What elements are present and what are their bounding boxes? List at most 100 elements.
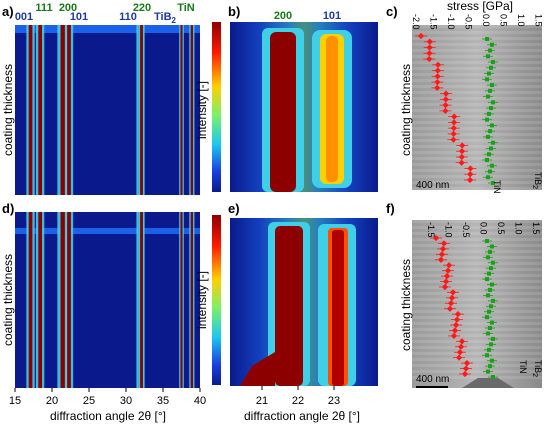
sem-stripe [412,322,542,325]
sem-image-c [412,25,542,190]
x-ticks-left: 15 20 25 30 35 40 [9,388,206,407]
y-label-c: coating thickness [399,64,413,156]
stress-marker-tib2 [491,181,495,185]
stress-ticks-c: -2.0 -1.5 -1.0 -0.5 0.0 0.5 1.0 1.5 [411,14,544,30]
peak-core [180,212,183,388]
stress-marker-tib2 [490,282,494,287]
peak-label-a: 001 [15,11,33,23]
stress-marker-tib2 [486,369,490,374]
peak-core [60,212,66,388]
stress-tick-label: -2.0 [411,14,421,30]
stress-marker-tib2 [486,331,490,336]
stress-marker-tib2 [487,309,491,314]
stress-marker-tib2 [485,239,489,243]
sem-stripe [412,268,542,271]
peak-label-a: 111 [35,2,52,14]
sem-stripe [412,304,542,307]
stress-marker-tib2 [489,65,493,70]
stress-marker-tin [438,251,446,258]
stress-tick-label: -1.5 [426,222,436,238]
x-ticks-right: 21 22 23 [256,386,340,407]
sem-stripe [412,127,542,130]
sem-stripe [412,121,542,124]
legend-tin-c: TiN [492,180,502,194]
stress-marker-tib2 [486,175,490,180]
x-tick-label: 23 [328,395,340,407]
stress-marker-tib2 [485,77,489,82]
sem-stripe [412,85,542,88]
heatmap-a-top-band [15,25,200,33]
stress-marker-tin [467,171,474,178]
panel-e: e) [228,201,378,386]
x-tick-label: 25 [83,395,95,407]
stress-marker-tib2 [488,129,492,134]
sem-stripe [412,43,542,46]
stress-marker-tib2 [491,100,495,105]
heatmap-e-peak200 [275,226,303,386]
panel-label-b: b) [228,4,240,19]
stress-marker-tin [443,272,451,280]
stress-marker-tib2 [489,106,493,111]
sem-stripe [412,49,542,52]
stress-marker-tin [442,278,450,285]
peak-core [67,25,71,195]
sem-stripe [412,226,542,229]
stress-marker-tin [439,245,447,252]
stress-tick-label: -0.5 [464,14,474,30]
sem-stripe [412,25,542,28]
panel-b: b) 200 101 [228,4,378,192]
stress-marker-tin [452,321,460,329]
panel-label-e: e) [228,201,240,216]
stress-marker-tib2 [491,298,495,303]
peak-label-sub: 2 [172,16,177,25]
y-label-a: coating thickness [1,64,15,156]
stress-marker-tin [441,283,449,291]
peak-core [28,212,33,388]
stress-marker-tib2 [490,358,494,363]
sem-stripe [412,55,542,58]
stress-marker-tib2 [485,37,489,41]
peak-core [140,25,143,195]
sem-stripe [412,175,542,178]
peak-core [38,212,43,388]
stress-marker-tib2 [489,304,493,309]
stress-marker-tib2 [488,364,492,369]
x-label-right: diffraction angle 2θ [°] [244,409,360,423]
y-label-f: coating thickness [399,259,413,351]
stress-marker-tib2 [488,326,492,331]
x-tick-label: 35 [157,395,169,407]
sem-stripe [412,346,542,349]
sem-stripe [412,97,542,100]
peak-core [28,25,33,195]
sem-stripe [412,340,542,343]
sem-stripe [412,274,542,277]
stress-marker-tib2 [485,315,489,320]
sem-substrate-f [462,378,514,388]
y-label-d: coating thickness [1,254,15,346]
sem-stripe [412,280,542,283]
peak-label-b-101: 101 [323,10,341,22]
sem-stripe [412,115,542,118]
sem-image-f [412,220,542,388]
stress-tick-label: -1.0 [446,14,456,30]
stress-marker-tin [463,360,471,367]
heatmap-a-background [15,25,200,195]
peak-label-a: 101 [70,11,88,23]
sem-stripe [412,262,542,265]
stress-marker-tib2 [490,42,494,47]
stress-marker-tin [458,153,465,161]
peak-core [190,25,194,195]
stress-marker-tin [450,332,458,340]
sem-stripe [412,61,542,64]
stress-tick-label: -1.5 [429,14,439,30]
stress-marker-tib2 [486,94,490,99]
stress-marker-tin [445,262,453,269]
sem-stripe [412,103,542,106]
stress-tick-label: 1.5 [531,222,541,235]
stress-marker-tib2 [485,157,489,162]
stress-marker-tib2 [491,260,495,265]
stress-marker-tib2 [490,163,494,168]
